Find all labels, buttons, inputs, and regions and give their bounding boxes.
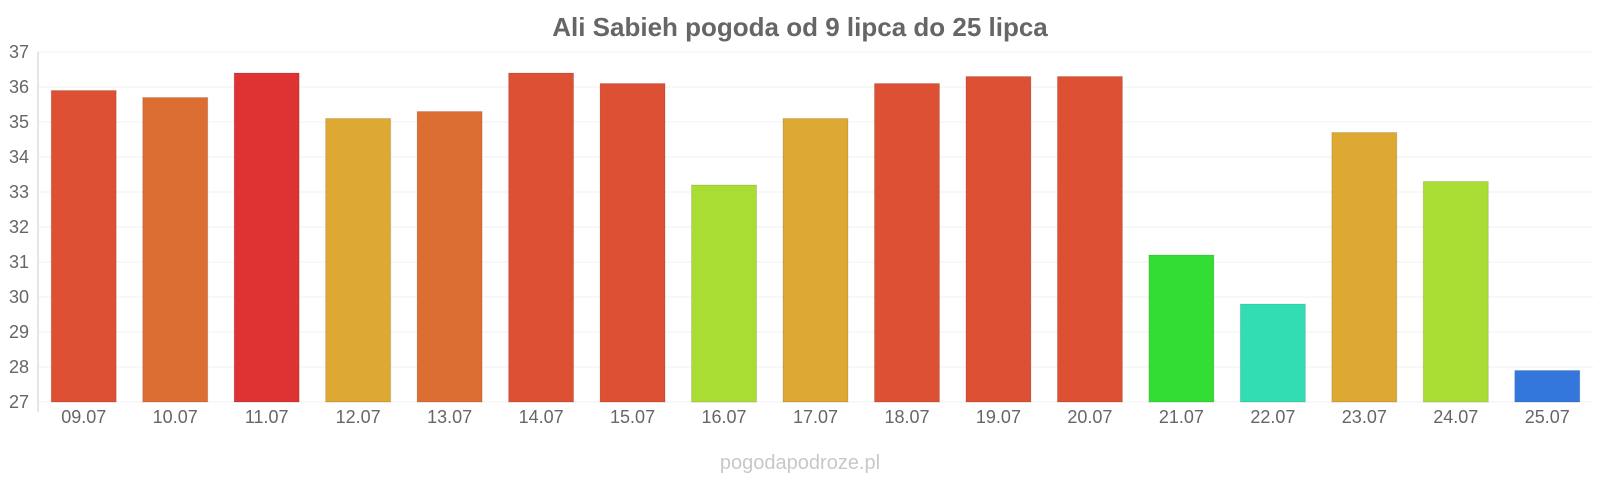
bar-22.07 <box>1239 303 1306 403</box>
x-tick-label: 17.07 <box>793 407 838 427</box>
bar-21.07 <box>1148 254 1215 403</box>
bar-11.07 <box>233 72 300 403</box>
y-tick-label: 36 <box>9 77 29 97</box>
y-tick-label: 35 <box>9 112 29 132</box>
x-tick-label: 20.07 <box>1067 407 1112 427</box>
bar-23.07 <box>1331 132 1398 403</box>
bars <box>50 72 1581 403</box>
x-tick-label: 22.07 <box>1250 407 1295 427</box>
y-tick-label: 27 <box>9 392 29 412</box>
bar-13.07 <box>416 111 483 403</box>
x-tick-label: 14.07 <box>519 407 564 427</box>
y-tick-label: 29 <box>9 322 29 342</box>
bar-25.07 <box>1514 370 1581 403</box>
x-tick-label: 24.07 <box>1433 407 1478 427</box>
bar-15.07 <box>599 83 666 403</box>
bar-24.07 <box>1422 181 1489 403</box>
bar-17.07 <box>782 118 849 403</box>
x-tick-label: 21.07 <box>1159 407 1204 427</box>
y-tick-label: 33 <box>9 182 29 202</box>
x-tick-label: 19.07 <box>976 407 1021 427</box>
bar-14.07 <box>508 72 575 403</box>
y-tick-label: 31 <box>9 252 29 272</box>
y-tick-label: 34 <box>9 147 29 167</box>
x-tick-label: 10.07 <box>153 407 198 427</box>
x-tick-label: 25.07 <box>1525 407 1570 427</box>
y-tick-labels: 27 28 29 30 31 32 33 34 35 36 37 <box>9 42 29 412</box>
bar-16.07 <box>691 184 758 403</box>
bar-12.07 <box>325 118 392 403</box>
x-tick-label: 16.07 <box>702 407 747 427</box>
bar-09.07 <box>50 90 117 403</box>
y-tick-label: 30 <box>9 287 29 307</box>
x-tick-label: 12.07 <box>336 407 381 427</box>
x-tick-label: 11.07 <box>245 407 289 427</box>
chart-title: Ali Sabieh pogoda od 9 lipca do 25 lipca <box>552 12 1048 42</box>
bar-20.07 <box>1056 76 1123 403</box>
x-tick-label: 13.07 <box>427 407 472 427</box>
y-tick-label: 32 <box>9 217 29 237</box>
x-tick-label: 15.07 <box>610 407 655 427</box>
y-tick-label: 37 <box>9 42 29 62</box>
bar-10.07 <box>142 97 209 403</box>
x-tick-label: 09.07 <box>61 407 106 427</box>
x-tick-labels: 09.07 10.07 11.07 12.07 13.07 14.07 15.07 16.07… <box>61 407 1570 427</box>
watermark: pogodapodroze.pl <box>719 452 881 474</box>
bar-18.07 <box>873 83 940 403</box>
x-tick-label: 23.07 <box>1342 407 1387 427</box>
y-tick-label: 28 <box>9 357 29 377</box>
bar-19.07 <box>965 76 1032 403</box>
x-tick-label: 18.07 <box>884 407 929 427</box>
